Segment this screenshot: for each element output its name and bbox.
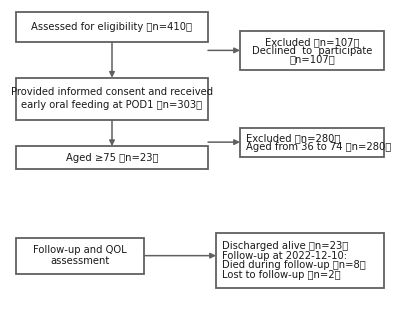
Text: Aged from 36 to 74 （n=280）: Aged from 36 to 74 （n=280） <box>246 142 391 152</box>
Text: Excluded （n=280）: Excluded （n=280） <box>246 133 340 143</box>
FancyBboxPatch shape <box>16 146 208 169</box>
Text: early oral feeding at POD1 （n=303）: early oral feeding at POD1 （n=303） <box>22 100 202 110</box>
FancyBboxPatch shape <box>16 78 208 120</box>
FancyBboxPatch shape <box>216 233 384 288</box>
FancyBboxPatch shape <box>16 12 208 42</box>
Text: Follow-up and QOL: Follow-up and QOL <box>33 245 127 255</box>
Text: Provided informed consent and received: Provided informed consent and received <box>11 87 213 97</box>
Text: （n=107）: （n=107） <box>289 54 335 64</box>
Text: assessment: assessment <box>50 256 110 267</box>
Text: Discharged alive （n=23）: Discharged alive （n=23） <box>222 241 348 251</box>
Text: Follow-up at 2022-12-10:: Follow-up at 2022-12-10: <box>222 251 347 261</box>
FancyBboxPatch shape <box>16 238 144 274</box>
Text: Aged ≥75 （n=23）: Aged ≥75 （n=23） <box>66 153 158 163</box>
Text: Excluded （n=107）: Excluded （n=107） <box>265 37 359 47</box>
Text: Died during follow-up （n=8）: Died during follow-up （n=8） <box>222 260 366 270</box>
FancyBboxPatch shape <box>240 128 384 157</box>
Text: Declined  to  participate: Declined to participate <box>252 45 372 56</box>
FancyBboxPatch shape <box>240 31 384 70</box>
Text: Lost to follow-up （n=2）: Lost to follow-up （n=2） <box>222 270 341 280</box>
Text: Assessed for eligibility （n=410）: Assessed for eligibility （n=410） <box>32 22 192 32</box>
